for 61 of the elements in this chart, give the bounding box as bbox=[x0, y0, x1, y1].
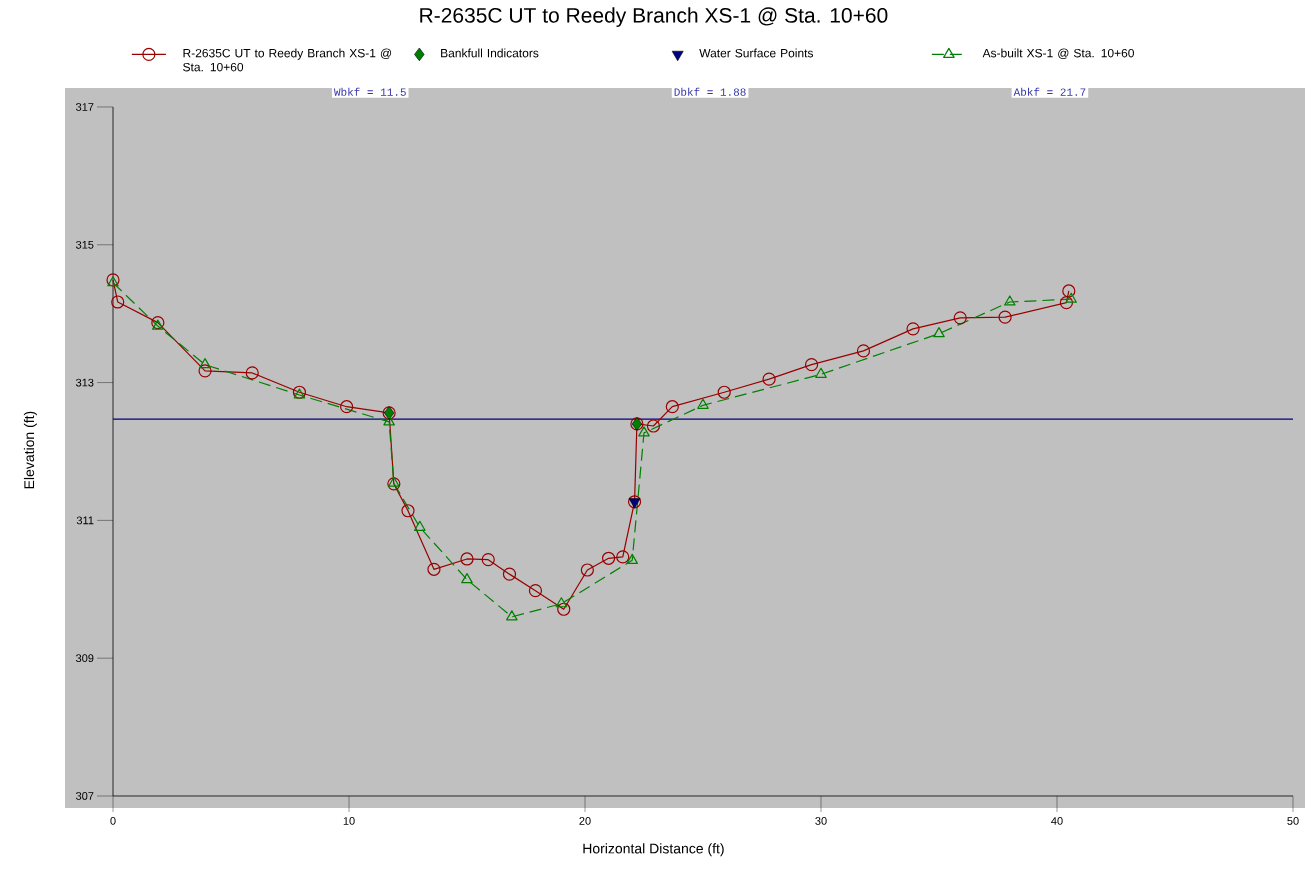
y-tick-label: 317 bbox=[75, 103, 94, 111]
point bbox=[111, 295, 125, 309]
point bbox=[555, 597, 568, 608]
point bbox=[804, 358, 819, 372]
legend-label: R-2635C UT to Reedy Branch XS-1 @ Sta. 10+60 bbox=[183, 48, 392, 72]
point bbox=[528, 584, 543, 598]
point bbox=[557, 602, 571, 616]
point bbox=[906, 322, 920, 336]
point bbox=[953, 311, 967, 325]
chart-title: R-2635C UT to Reedy Branch XS-1 @ Sta. 10+60 bbox=[420, 7, 888, 27]
point bbox=[665, 400, 679, 414]
point bbox=[502, 567, 517, 581]
point bbox=[387, 477, 401, 491]
legend-label: As-built XS-1 @ Sta. 10+60 bbox=[982, 48, 1134, 59]
point bbox=[506, 610, 518, 621]
point bbox=[697, 398, 709, 409]
text: Abkf = 21.7 bbox=[1013, 87, 1086, 96]
point bbox=[245, 366, 259, 380]
point bbox=[340, 400, 354, 414]
point bbox=[1065, 292, 1077, 303]
x-tick-label: 50 bbox=[1287, 817, 1299, 825]
y-tick-label: 315 bbox=[75, 240, 94, 249]
legend-label: Water Surface Points bbox=[699, 48, 814, 58]
point bbox=[638, 426, 650, 437]
y-tick-label: 311 bbox=[76, 516, 94, 525]
legend-label: Bankfull Indicators bbox=[441, 48, 539, 58]
y-axis-title: Elevation (ft) bbox=[23, 411, 37, 489]
point bbox=[481, 553, 495, 567]
point bbox=[461, 573, 473, 584]
point bbox=[602, 551, 616, 565]
point bbox=[414, 520, 426, 531]
x-tick-label: 30 bbox=[815, 817, 827, 825]
x-tick-label: 10 bbox=[343, 817, 355, 825]
y-tick-label: 307 bbox=[75, 792, 94, 800]
point bbox=[762, 372, 776, 386]
x-tick-label: 20 bbox=[579, 817, 591, 825]
text: Wbkf = 11.5 bbox=[333, 87, 406, 96]
point bbox=[1062, 284, 1076, 298]
point bbox=[401, 504, 415, 518]
point bbox=[460, 552, 474, 566]
point bbox=[427, 562, 441, 576]
y-tick-label: 309 bbox=[75, 654, 94, 663]
point bbox=[388, 476, 400, 487]
x-tick-label: 40 bbox=[1051, 817, 1063, 825]
point bbox=[626, 553, 638, 564]
x-axis-title: Horizontal Distance (ft) bbox=[583, 843, 724, 857]
point bbox=[646, 419, 661, 433]
point bbox=[616, 550, 630, 564]
point bbox=[717, 385, 731, 399]
point bbox=[933, 327, 945, 338]
point bbox=[998, 310, 1012, 324]
x-tick-label: 0 bbox=[110, 817, 116, 825]
text: Dbkf = 1.88 bbox=[674, 87, 746, 96]
point bbox=[198, 364, 212, 378]
y-tick-label: 313 bbox=[75, 378, 94, 387]
point bbox=[580, 563, 594, 577]
point bbox=[1059, 296, 1074, 310]
point bbox=[199, 358, 211, 369]
point bbox=[815, 367, 827, 378]
point bbox=[1004, 295, 1016, 306]
point bbox=[856, 344, 871, 358]
